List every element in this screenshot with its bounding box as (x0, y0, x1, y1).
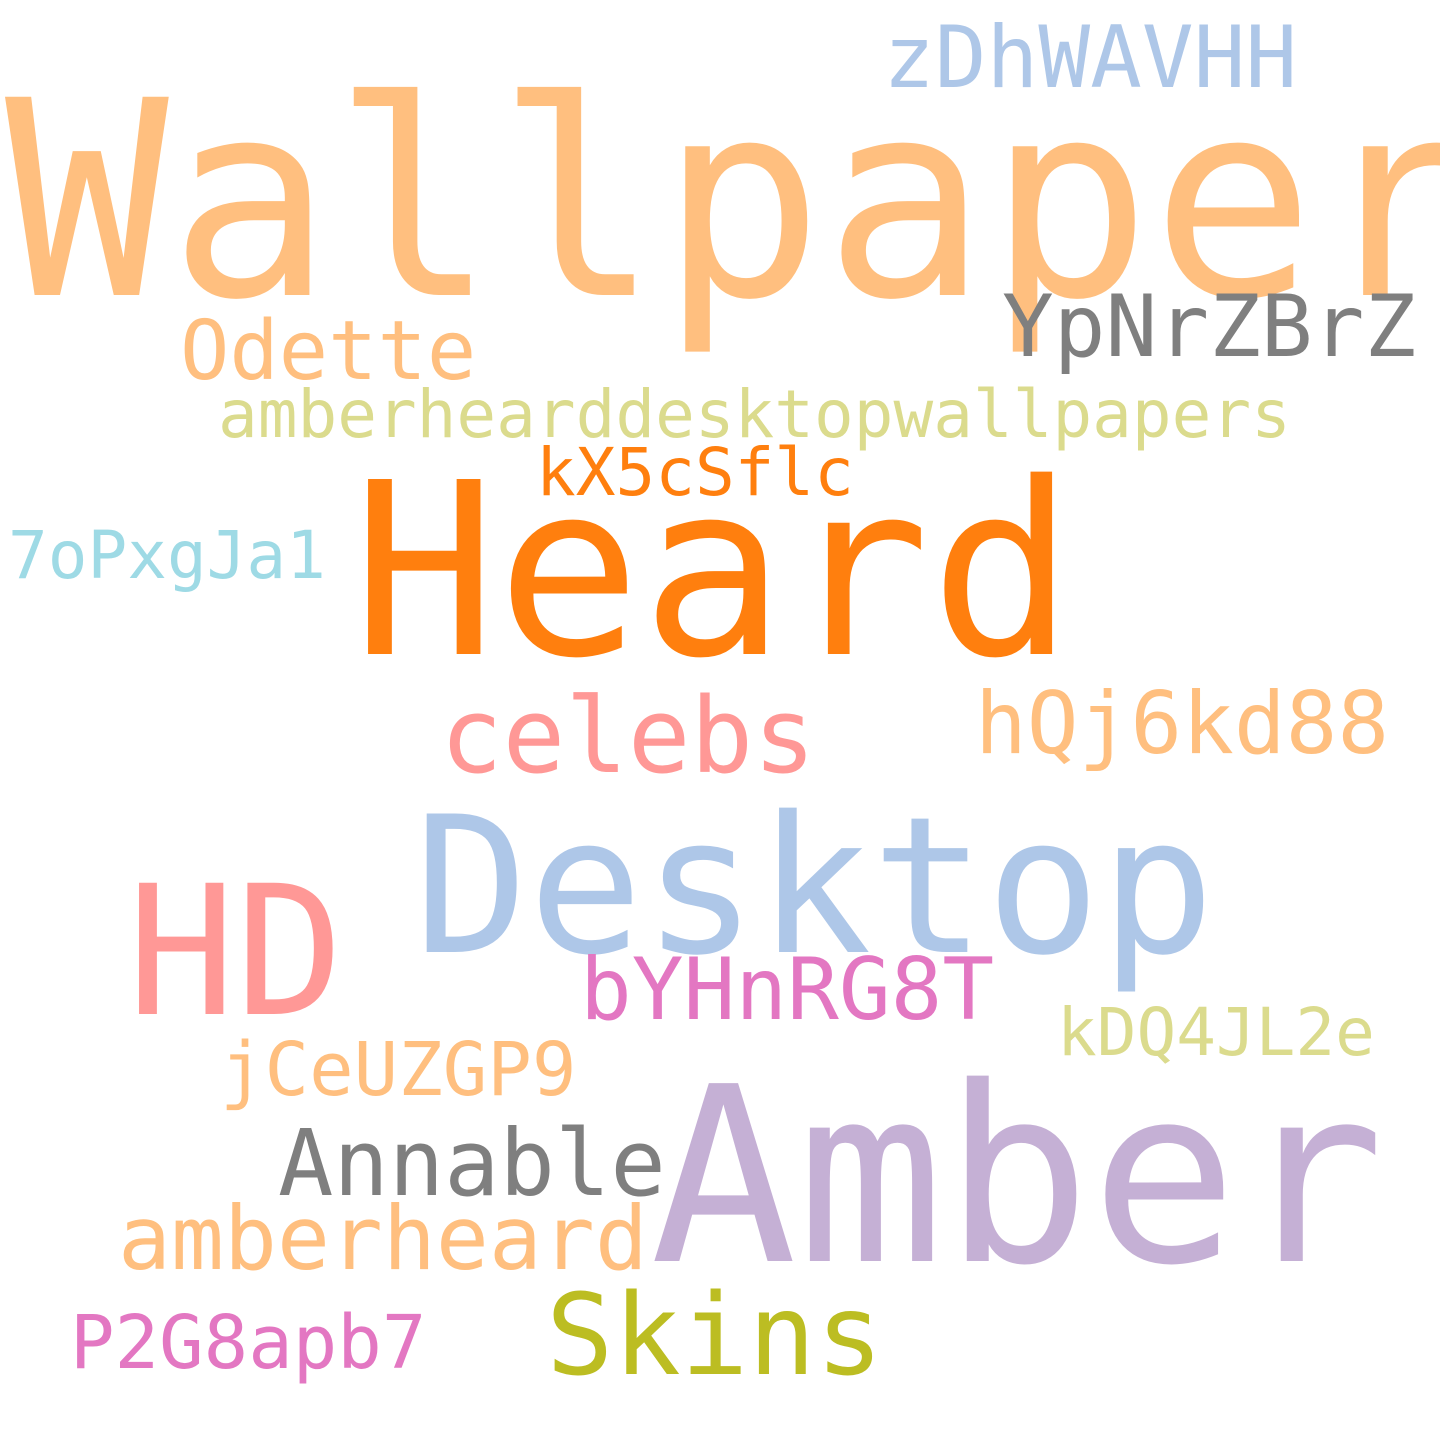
word-annable: Annable (278, 1110, 666, 1217)
word-celebs: celebs (440, 675, 816, 797)
word-skins: Skins (546, 1271, 884, 1401)
word-jceuzgp9: jCeUZGP9 (220, 1027, 577, 1113)
word-desktop: Desktop (414, 776, 1215, 997)
word-amber: Amber (650, 1035, 1385, 1319)
word-hd: HD (127, 848, 344, 1057)
word-zdhwavhh: zDhWAVHH (883, 8, 1298, 108)
word-amberhearddesktopwallpapers: amberhearddesktopwallpapers (218, 376, 1291, 453)
word-hqj6kd88: hQj6kd88 (975, 674, 1390, 774)
word-7opxgja1: 7oPxgJa1 (8, 517, 326, 594)
word-p2g8apb7: P2G8apb7 (70, 1300, 427, 1386)
word-kdq4jl2e: kDQ4JL2e (1057, 994, 1375, 1071)
word-amberheard: amberheard (118, 1187, 648, 1290)
word-ypnrzbrz: YpNrZBrZ (1002, 277, 1417, 377)
word-byhnrg8t: bYHnRG8T (580, 940, 995, 1040)
word-kx5csflc: kX5cSflc (536, 434, 854, 511)
word-wallpaper: Wallpaper (5, 44, 1440, 360)
word-odette: Odette (180, 304, 477, 399)
word-heard: Heard (352, 431, 1075, 711)
